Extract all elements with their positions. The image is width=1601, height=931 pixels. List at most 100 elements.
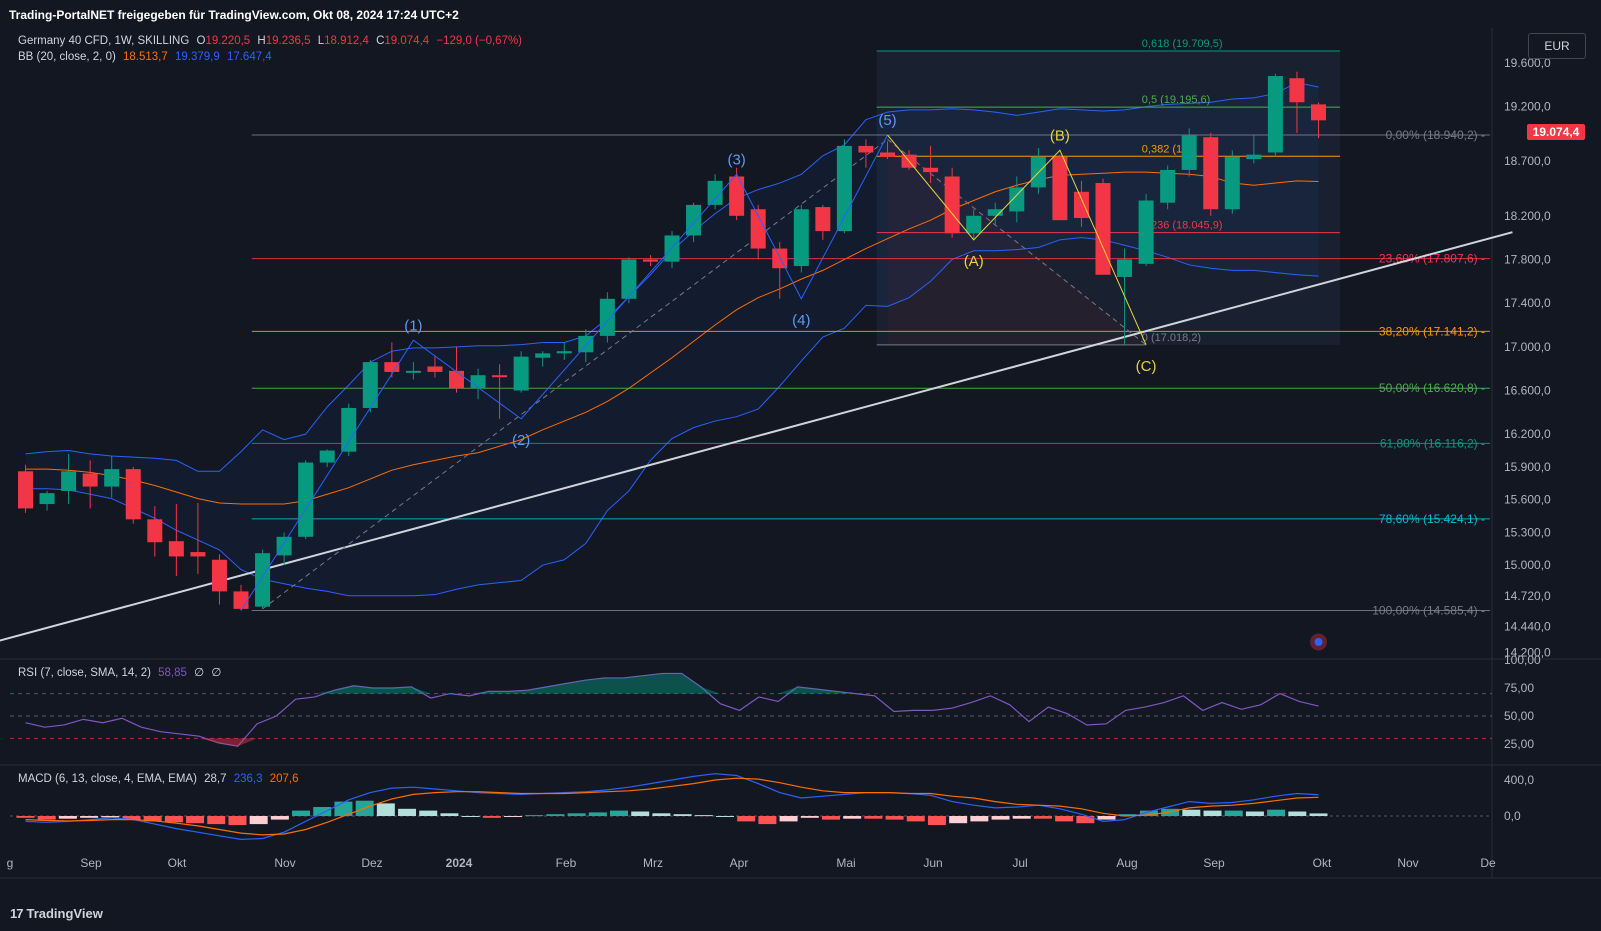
- macd-histogram-bar: [482, 816, 501, 818]
- bb-upper-value: 19.379,9: [174, 51, 220, 63]
- candle-body: [233, 591, 249, 609]
- macd-histogram-bar: [800, 816, 819, 818]
- attribution-text: Trading-PortalNET freigegeben für Tradin…: [9, 8, 459, 22]
- candle-body: [18, 471, 33, 509]
- candle-body: [449, 370, 464, 389]
- macd-axis-tick: 0,0: [1504, 809, 1521, 823]
- candle-body: [535, 353, 551, 358]
- candle-body: [104, 469, 120, 487]
- macd-histogram-bar: [419, 810, 438, 816]
- macd-histogram-bar: [588, 812, 607, 816]
- macd-histogram-bar: [1033, 816, 1052, 819]
- wave-label: (5): [878, 112, 896, 129]
- macd-histogram-bar: [1267, 809, 1286, 816]
- fib-retracement-label: 100,00% (14.585,4) -: [1372, 603, 1485, 617]
- price-axis-tick: 14.720,0: [1504, 589, 1551, 603]
- time-axis-label: Okt: [168, 856, 187, 870]
- candle-body: [190, 552, 206, 557]
- fib-extension-label: 0,5 (19.195,6): [1142, 94, 1211, 106]
- candle-body: [1052, 156, 1068, 221]
- macd-histogram-bar: [80, 816, 99, 818]
- macd-histogram-bar: [101, 816, 120, 818]
- time-axis-label: Jul: [1012, 856, 1027, 870]
- rsi-extra-1: ∅: [194, 667, 205, 679]
- candle-body: [341, 407, 357, 452]
- time-axis-label: g: [7, 856, 14, 870]
- bb-legend: BB (20, close, 2, 0) 18.513,7 19.379,9 1…: [18, 51, 276, 63]
- macd-histogram-bar: [37, 816, 56, 820]
- tradingview-logo: 17: [10, 906, 24, 921]
- wave-label: (2): [512, 432, 530, 449]
- rsi-label: RSI (7, close, SMA, 14, 2): [18, 667, 151, 679]
- candle-body: [1009, 187, 1025, 212]
- macd-line-value: 236,3: [233, 773, 263, 785]
- candle-body: [1117, 259, 1133, 277]
- wave-label: (1): [404, 317, 422, 334]
- currency-selector[interactable]: EUR: [1528, 33, 1586, 59]
- macd-histogram-bar: [1245, 811, 1264, 816]
- wave-label: (B): [1050, 127, 1070, 144]
- footer-brand[interactable]: 17 TradingView: [10, 906, 103, 921]
- fib-retracement-label: 23,60% (17.807,6) -: [1379, 252, 1485, 266]
- candle-body: [642, 259, 658, 262]
- candle-body: [362, 362, 378, 408]
- rsi-axis-tick: 25,00: [1504, 737, 1534, 751]
- macd-histogram-bar: [1224, 810, 1243, 816]
- macd-histogram-bar: [949, 816, 968, 824]
- candle-body: [556, 351, 572, 354]
- wave-dashed-channel: [262, 138, 888, 610]
- price-axis-tick: 15.600,0: [1504, 493, 1551, 507]
- candle-body: [1160, 169, 1176, 203]
- candle-body: [815, 207, 831, 232]
- close-value: 19.074,4: [384, 35, 430, 47]
- macd-histogram-bar: [1309, 813, 1328, 816]
- macd-histogram-bar: [1139, 810, 1158, 816]
- candle-body: [1138, 200, 1154, 264]
- price-axis-tick: 15.900,0: [1504, 460, 1551, 474]
- macd-histogram-bar: [906, 816, 925, 822]
- macd-signal-line: [25, 777, 1319, 836]
- macd-histogram-bar: [1288, 811, 1307, 816]
- price-axis-tick: 19.200,0: [1504, 100, 1551, 114]
- price-axis-tick: 14.200,0: [1504, 646, 1551, 660]
- macd-line: [25, 773, 1319, 841]
- candle-body: [1095, 183, 1111, 275]
- candle-body: [1311, 104, 1326, 121]
- close-label: C: [376, 35, 385, 47]
- candle-body: [276, 536, 292, 556]
- candle-body: [147, 519, 163, 543]
- price-axis-tick: 16.600,0: [1504, 383, 1551, 397]
- low-value: 18.912,4: [324, 35, 369, 47]
- candle-body: [599, 298, 615, 336]
- price-axis-tick: 15.000,0: [1504, 558, 1551, 572]
- fib-retracement-label: 38,20% (17.141,2) -: [1379, 324, 1485, 338]
- price-axis-tick: 17.400,0: [1504, 296, 1551, 310]
- macd-histogram-bar: [927, 816, 946, 825]
- price-axis-tick: 17.800,0: [1504, 252, 1551, 266]
- candle-body: [880, 152, 895, 157]
- candle-body: [772, 248, 788, 269]
- macd-histogram-bar: [1097, 816, 1116, 820]
- macd-histogram-bar: [1012, 816, 1031, 819]
- time-axis-label: Mai: [836, 856, 855, 870]
- macd-histogram-bar: [207, 816, 226, 825]
- macd-histogram-bar: [525, 815, 544, 817]
- candle-body: [1267, 76, 1283, 153]
- macd-histogram-bar: [504, 816, 523, 817]
- price-axis-tick: 14.440,0: [1504, 619, 1551, 633]
- price-axis-tick: 16.200,0: [1504, 427, 1551, 441]
- candle-body: [1289, 78, 1305, 103]
- candle-body: [621, 259, 637, 299]
- candle-body: [492, 375, 508, 378]
- macd-histogram-bar: [758, 816, 777, 825]
- candle-body: [750, 209, 766, 249]
- candle-body: [211, 559, 227, 592]
- macd-histogram-bar: [164, 816, 183, 823]
- macd-histogram-bar: [885, 816, 904, 820]
- candle-body: [82, 473, 98, 487]
- macd-histogram-bar: [864, 816, 883, 819]
- wave-label: (C): [1136, 358, 1157, 375]
- macd-histogram-bar: [313, 807, 332, 816]
- macd-histogram-bar: [991, 816, 1010, 820]
